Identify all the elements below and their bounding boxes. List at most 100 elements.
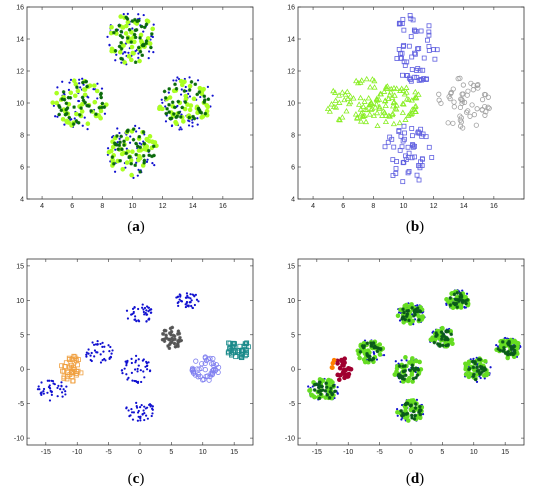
- data-point: [120, 35, 125, 40]
- data-point: [71, 122, 76, 126]
- data-point: [397, 375, 402, 380]
- data-point: [401, 27, 407, 33]
- data-point: [128, 155, 132, 159]
- data-point: [463, 109, 470, 115]
- y-tick-label: 0: [20, 367, 24, 374]
- x-tick-label: -10: [72, 449, 82, 456]
- data-point: [142, 310, 145, 314]
- data-point: [417, 318, 421, 322]
- data-point: [382, 112, 390, 118]
- data-point: [403, 84, 410, 90]
- data-point: [187, 88, 192, 92]
- data-point: [120, 147, 124, 152]
- data-point: [201, 86, 206, 92]
- x-tick-label: 16: [219, 203, 227, 210]
- data-point: [402, 116, 409, 122]
- data-point: [189, 293, 192, 296]
- x-tick-label: 15: [501, 449, 509, 456]
- data-point: [365, 95, 372, 101]
- data-point: [399, 21, 405, 27]
- data-point: [413, 358, 419, 364]
- data-point: [393, 171, 399, 176]
- data-point: [400, 44, 406, 49]
- data-point: [137, 364, 140, 367]
- data-point: [122, 143, 126, 147]
- data-point: [56, 86, 59, 89]
- data-point: [463, 305, 466, 309]
- data-point: [144, 407, 147, 410]
- data-point: [317, 396, 322, 401]
- data-point: [125, 373, 128, 376]
- data-point: [132, 411, 135, 414]
- data-point: [89, 109, 93, 113]
- data-point: [142, 409, 145, 412]
- data-point: [181, 119, 186, 124]
- data-point: [175, 296, 178, 299]
- data-point: [54, 90, 59, 96]
- data-point: [405, 359, 408, 362]
- data-point: [139, 417, 142, 420]
- data-point: [372, 104, 379, 110]
- data-point: [191, 96, 197, 102]
- data-point: [423, 77, 429, 82]
- y-tick-label: 8: [291, 133, 295, 140]
- data-point: [129, 40, 134, 44]
- data-point: [166, 344, 170, 348]
- data-point: [365, 352, 369, 356]
- data-point: [202, 360, 208, 367]
- data-point: [331, 357, 337, 363]
- x-tick-label: 0: [138, 449, 142, 456]
- data-point: [68, 96, 73, 100]
- data-point: [42, 387, 46, 391]
- data-point: [482, 103, 488, 110]
- data-point: [415, 130, 421, 136]
- data-point: [122, 60, 127, 65]
- data-point: [485, 104, 491, 110]
- data-point: [185, 89, 188, 93]
- data-point: [125, 19, 131, 25]
- data-point: [396, 119, 403, 126]
- data-point: [140, 404, 143, 407]
- data-point: [128, 141, 132, 144]
- data-point: [101, 341, 104, 344]
- data-point: [87, 348, 90, 351]
- data-point: [123, 31, 129, 36]
- data-point: [167, 331, 172, 335]
- data-point: [197, 90, 202, 94]
- data-point: [414, 172, 420, 178]
- data-point: [40, 393, 43, 397]
- data-point: [65, 106, 70, 110]
- data-point: [187, 107, 193, 113]
- panel-c: -15 -10 -5 0 5 10 15 -10 -5 0 5 10 15: [14, 258, 254, 456]
- data-point: [464, 301, 468, 306]
- data-point: [119, 56, 123, 61]
- data-point: [50, 390, 53, 393]
- data-point: [512, 338, 518, 344]
- data-point: [444, 343, 449, 348]
- data-point: [87, 83, 93, 88]
- data-point: [404, 314, 409, 319]
- data-point: [474, 82, 480, 89]
- data-point: [136, 381, 140, 385]
- data-point: [473, 377, 478, 382]
- data-point: [401, 364, 405, 369]
- data-point: [151, 408, 154, 411]
- data-point: [485, 94, 491, 100]
- data-point: [230, 340, 236, 346]
- data-point: [413, 413, 417, 418]
- data-point: [450, 341, 455, 347]
- data-point: [92, 87, 95, 91]
- data-point: [390, 120, 397, 127]
- data-point: [106, 147, 110, 150]
- data-point: [64, 390, 67, 393]
- data-point: [150, 311, 153, 314]
- data-point: [147, 57, 150, 60]
- data-point: [394, 366, 400, 371]
- data-point: [378, 346, 383, 351]
- data-point: [209, 372, 215, 378]
- data-point: [176, 295, 180, 298]
- data-point: [61, 90, 66, 94]
- data-point: [475, 365, 479, 370]
- data-point: [141, 412, 144, 416]
- data-point: [199, 110, 204, 115]
